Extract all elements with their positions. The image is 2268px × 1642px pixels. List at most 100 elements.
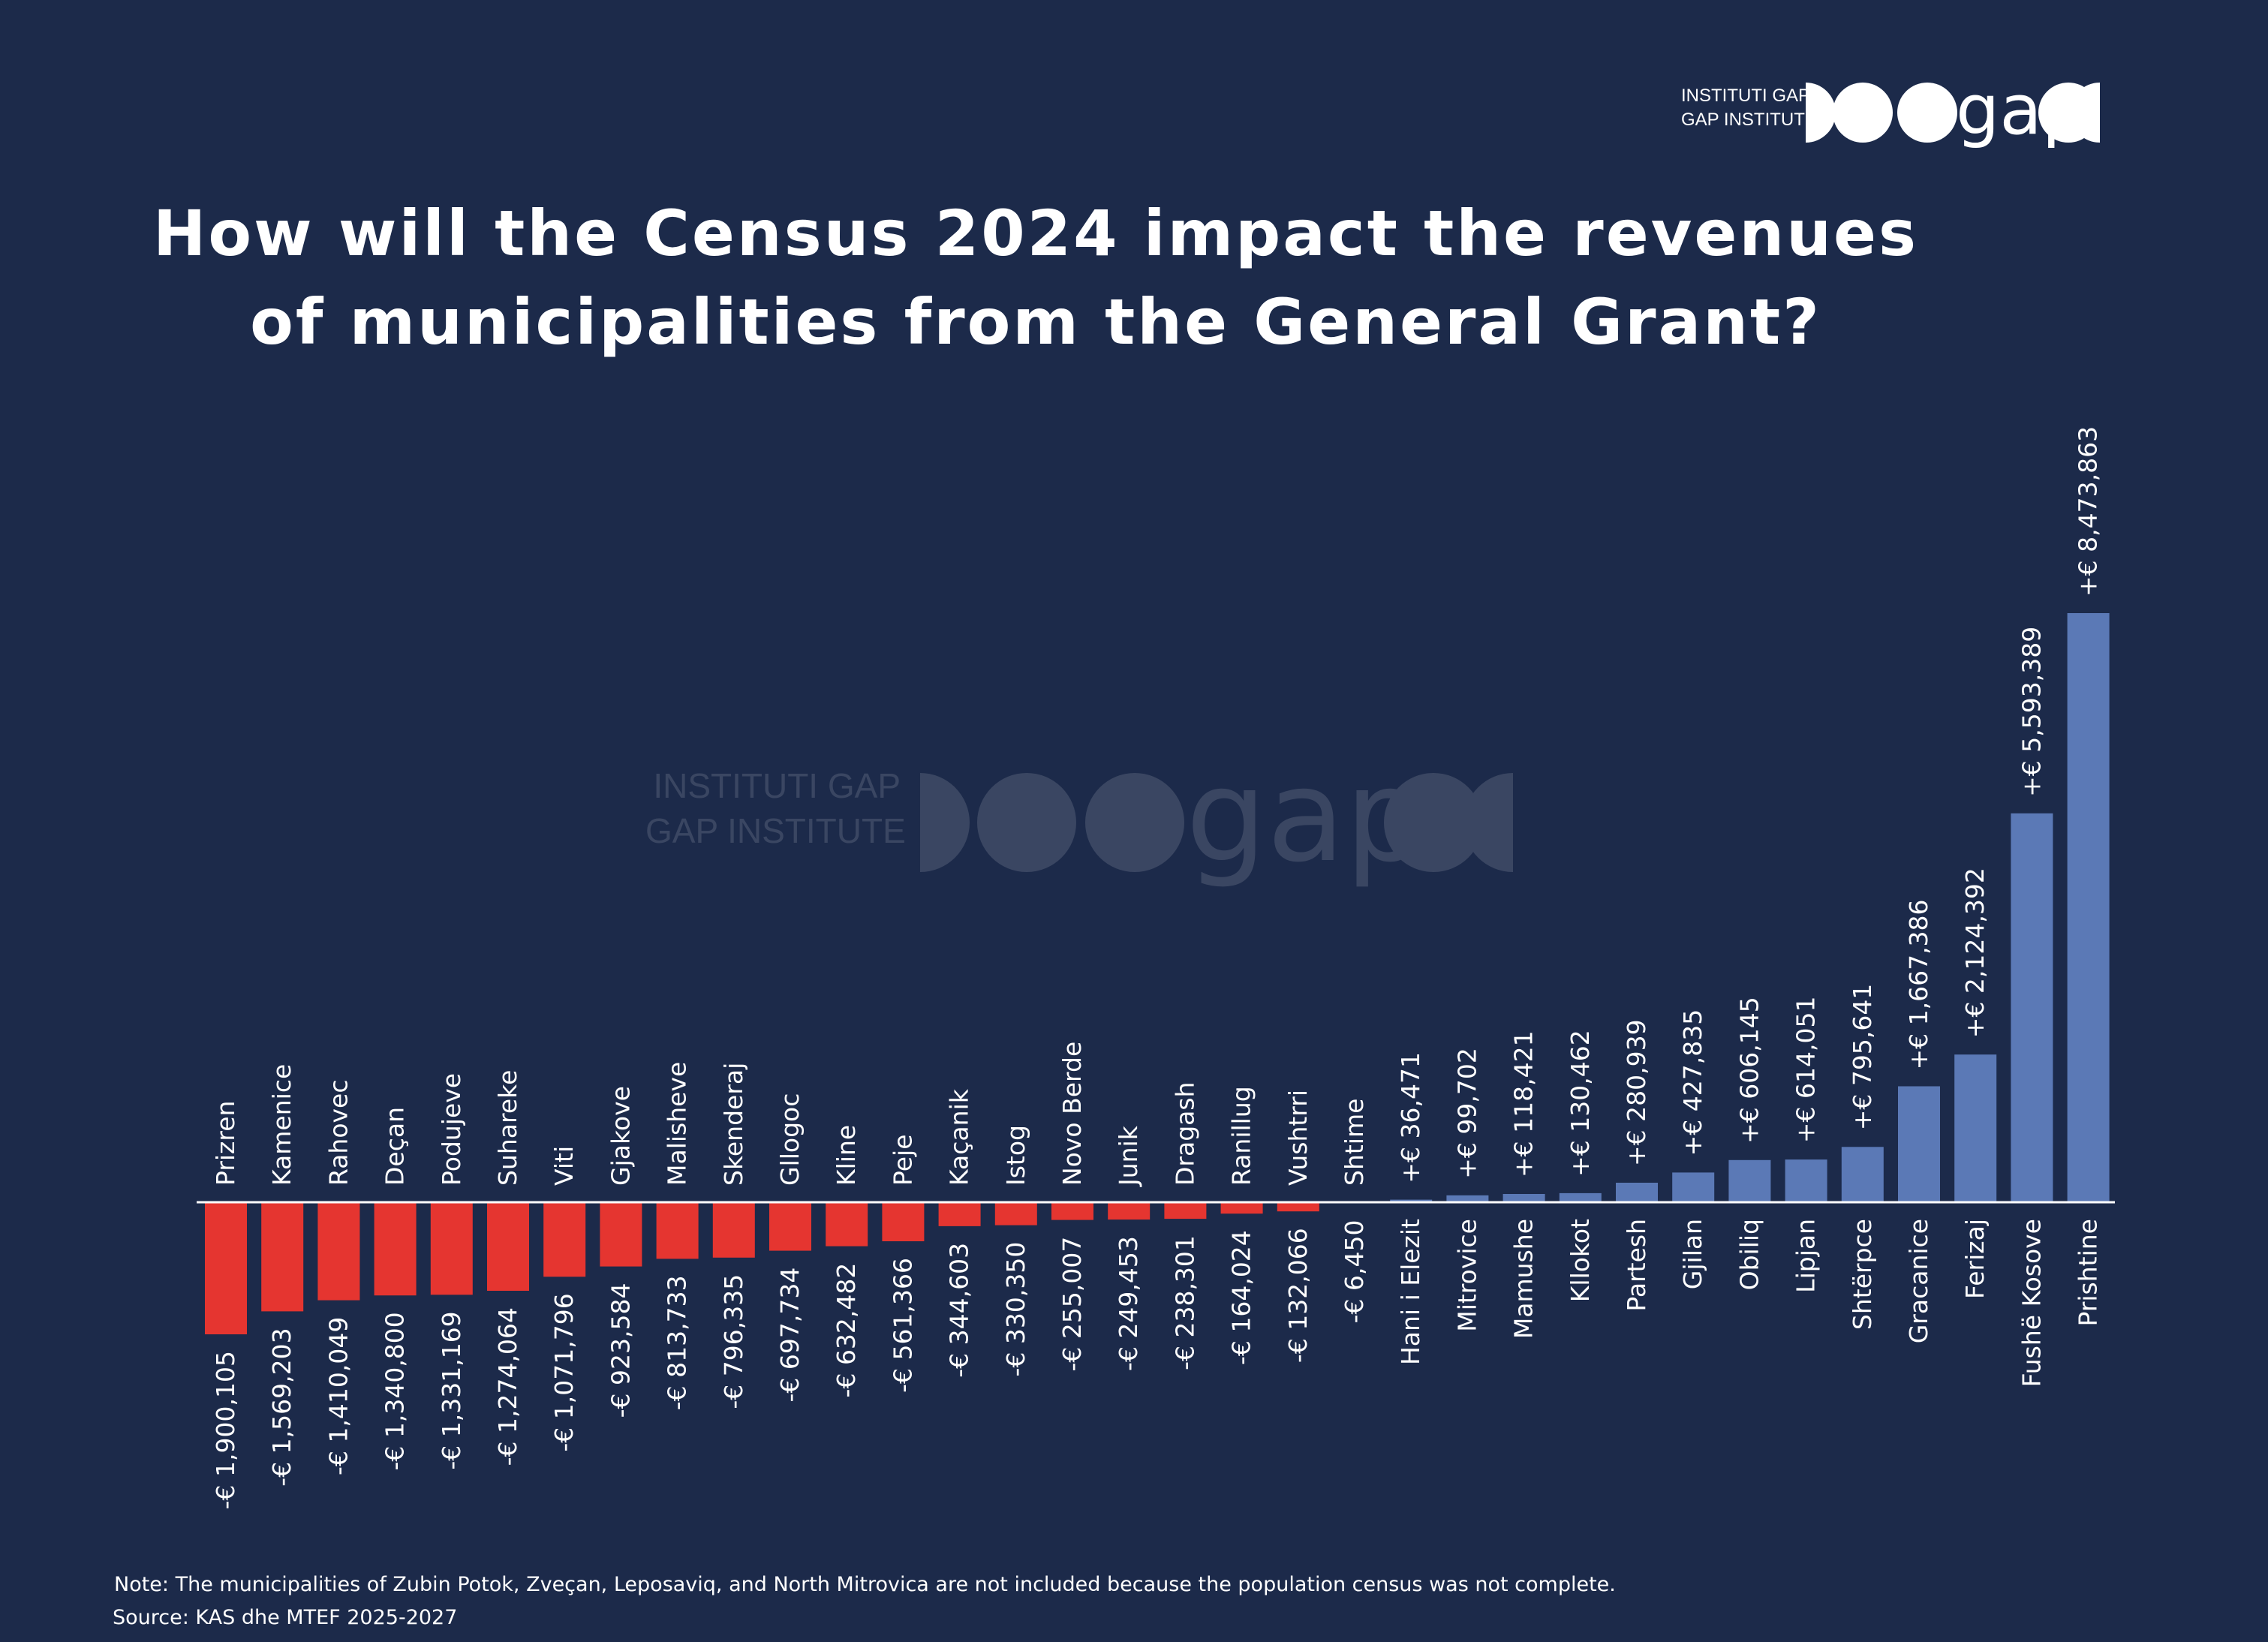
gap-logo-mark: gap — [1806, 72, 2100, 150]
bar-14 — [994, 1202, 1037, 1225]
category-label-8: Malisheve — [663, 1062, 692, 1186]
value-label-33: +€ 8,473,863 — [2074, 426, 2103, 597]
value-label-7: -€ 923,584 — [606, 1283, 635, 1418]
value-label-27: +€ 606,145 — [1734, 997, 1764, 1144]
watermark-mark: gap — [920, 758, 1513, 891]
value-label-17: -€ 238,301 — [1170, 1235, 1199, 1370]
bar-33 — [2067, 613, 2110, 1202]
category-label-14: Istog — [1001, 1125, 1030, 1186]
category-label-9: Skenderaj — [719, 1063, 748, 1186]
bar-26 — [1672, 1172, 1715, 1202]
value-label-24: +€ 130,462 — [1566, 1030, 1595, 1177]
value-label-0: -€ 1,900,105 — [211, 1351, 240, 1509]
category-label-7: Gjakove — [606, 1086, 635, 1186]
bar-25 — [1616, 1183, 1658, 1202]
bar-9 — [712, 1202, 755, 1258]
category-label-3: Deçan — [381, 1107, 410, 1186]
bar-8 — [656, 1202, 699, 1259]
category-label-26: Gjilan — [1678, 1219, 1707, 1289]
category-label-32: Fushë Kosove — [2017, 1219, 2046, 1387]
bar-32 — [2011, 813, 2053, 1202]
watermark-line-1: INSTITUTI GAP — [653, 766, 901, 805]
value-label-26: +€ 427,835 — [1678, 1009, 1707, 1156]
category-label-17: Dragash — [1170, 1082, 1199, 1186]
watermark-logo: INSTITUTI GAP GAP INSTITUTE gap — [645, 758, 1621, 893]
value-label-28: +€ 614,051 — [1791, 997, 1821, 1144]
chart-note: Note: The municipalities of Zubin Potok,… — [114, 1573, 1616, 1596]
value-label-8: -€ 813,733 — [663, 1275, 692, 1410]
category-label-27: Obiliq — [1734, 1219, 1764, 1290]
category-label-18: Ranillug — [1227, 1086, 1256, 1186]
category-label-13: Kaçanik — [945, 1088, 974, 1186]
value-label-30: +€ 1,667,386 — [1904, 899, 1933, 1069]
bar-2 — [317, 1202, 360, 1301]
bar-12 — [882, 1202, 925, 1241]
bar-22 — [1446, 1195, 1489, 1202]
category-label-24: Kllokot — [1566, 1219, 1595, 1302]
value-label-15: -€ 255,007 — [1057, 1237, 1087, 1372]
value-label-32: +€ 5,593,389 — [2017, 627, 2046, 797]
value-label-18: -€ 164,024 — [1227, 1230, 1256, 1365]
category-label-20: Shtime — [1340, 1099, 1369, 1186]
bar-5 — [487, 1202, 529, 1291]
bar-13 — [938, 1202, 981, 1226]
bar-16 — [1108, 1202, 1151, 1220]
value-label-31: +€ 2,124,392 — [1960, 868, 1990, 1038]
bar-10 — [769, 1202, 811, 1251]
category-label-6: Viti — [549, 1146, 579, 1186]
category-label-19: Vushtrri — [1283, 1090, 1313, 1186]
value-label-6: -€ 1,071,796 — [549, 1293, 579, 1451]
value-label-10: -€ 697,734 — [775, 1268, 805, 1403]
watermark-line-2: GAP INSTITUTE — [645, 811, 906, 850]
value-label-2: -€ 1,410,049 — [323, 1317, 353, 1475]
category-label-2: Rahovec — [323, 1079, 353, 1186]
category-label-25: Partesh — [1622, 1219, 1651, 1312]
bar-1 — [261, 1202, 304, 1312]
bar-3 — [374, 1202, 417, 1296]
title-line-2: of municipalities from the General Grant… — [250, 285, 1821, 359]
value-label-12: -€ 561,366 — [888, 1258, 917, 1393]
value-label-13: -€ 344,603 — [945, 1243, 974, 1378]
category-label-0: Prizren — [211, 1101, 240, 1186]
bar-6 — [543, 1202, 586, 1277]
category-label-5: Suhareke — [493, 1070, 522, 1186]
bar-23 — [1502, 1194, 1545, 1202]
value-label-16: -€ 249,453 — [1114, 1236, 1143, 1371]
bar-7 — [600, 1202, 642, 1267]
title-line-1: How will the Census 2024 impact the reve… — [153, 197, 1918, 270]
bar-17 — [1164, 1202, 1207, 1219]
bar-30 — [1898, 1086, 1940, 1202]
bar-27 — [1728, 1159, 1771, 1202]
bar-21 — [1390, 1199, 1433, 1202]
bar-24 — [1559, 1192, 1602, 1202]
value-label-1: -€ 1,569,203 — [267, 1328, 296, 1486]
category-label-4: Podujeve — [437, 1073, 466, 1186]
value-label-20: -€ 6,450 — [1340, 1220, 1369, 1324]
value-label-21: +€ 36,471 — [1396, 1052, 1425, 1183]
value-label-11: -€ 632,482 — [832, 1263, 861, 1398]
bar-11 — [826, 1202, 868, 1247]
value-label-23: +€ 118,421 — [1509, 1030, 1539, 1177]
bar-19 — [1277, 1202, 1319, 1212]
category-label-1: Kamenice — [267, 1064, 296, 1186]
value-label-4: -€ 1,331,169 — [437, 1311, 466, 1469]
category-label-29: Shtërpce — [1848, 1219, 1877, 1330]
chart-source: Source: KAS dhe MTEF 2025-2027 — [113, 1606, 458, 1629]
bar-28 — [1785, 1159, 1827, 1202]
category-label-23: Mamushe — [1509, 1219, 1539, 1339]
bar-4 — [430, 1202, 473, 1295]
bar-0 — [205, 1202, 247, 1334]
chart-title: How will the Census 2024 impact the reve… — [0, 189, 2071, 366]
bar-31 — [1954, 1054, 1997, 1202]
category-label-15: Novo Berde — [1057, 1042, 1087, 1186]
value-label-22: +€ 99,702 — [1452, 1048, 1481, 1179]
gap-institute-logo: INSTITUTI GAP GAP INSTITUTE gap — [1681, 72, 2101, 155]
watermark-wordmark: gap — [1186, 758, 1426, 891]
category-label-28: Lipjan — [1791, 1219, 1821, 1293]
value-label-19: -€ 132,066 — [1283, 1228, 1313, 1363]
value-label-14: -€ 330,350 — [1001, 1242, 1030, 1377]
value-label-3: -€ 1,340,800 — [381, 1312, 410, 1470]
value-label-25: +€ 280,939 — [1622, 1019, 1651, 1166]
